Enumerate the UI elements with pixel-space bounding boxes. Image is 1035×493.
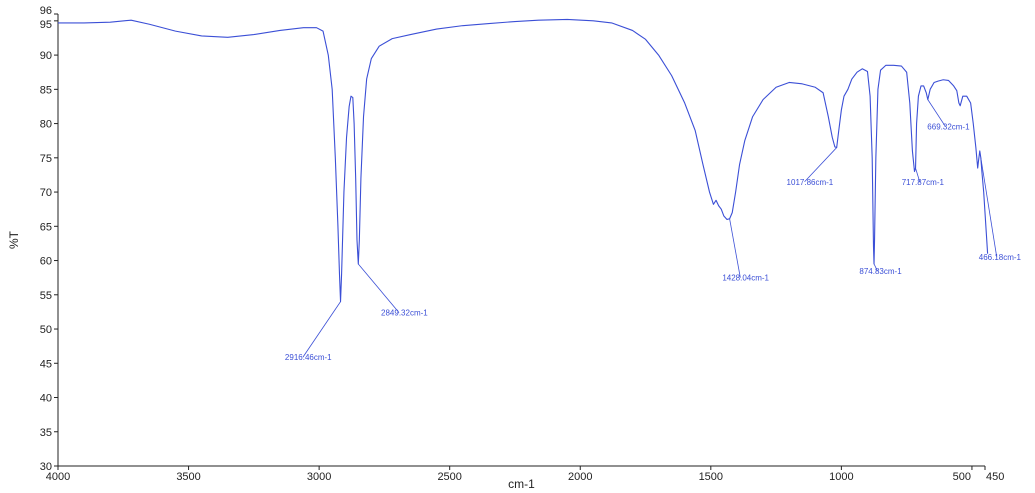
spectrum-line [58, 18, 989, 303]
x-axis-ticks: 4000 3500 3000 2500 2000 1500 1000 500 450 [46, 466, 1004, 483]
y-tick-label: 35 [40, 427, 52, 439]
x-tick-label: 2000 [568, 471, 592, 483]
x-tick-label: 1500 [699, 471, 723, 483]
y-tick-label: 30 [40, 461, 52, 473]
y-axis-ticks: 30 35 40 45 50 55 60 65 70 75 80 85 90 95 96 [40, 5, 58, 473]
peak-leader-line [729, 218, 741, 278]
y-tick-label: 80 [40, 119, 52, 131]
y-tick-label: 75 [40, 153, 52, 165]
peak-leader-line [980, 157, 998, 258]
x-tick-label: 450 [986, 471, 1004, 483]
peak-label: 1428.04cm-1 [722, 274, 769, 283]
x-tick-label: 4000 [46, 471, 70, 483]
peak-leader-line [302, 301, 341, 358]
x-tick-label: 500 [953, 471, 971, 483]
peak-label: 874.83cm-1 [859, 267, 902, 276]
y-tick-label: 90 [40, 50, 52, 62]
y-tick-label: 70 [40, 187, 52, 199]
peak-leader-line [804, 147, 837, 183]
y-tick-label: 95 [40, 19, 52, 31]
x-tick-label: 2500 [437, 471, 461, 483]
x-tick-label: 3500 [176, 471, 200, 483]
peak-leader-line [357, 263, 400, 313]
peak-label: 2916.46cm-1 [285, 353, 332, 362]
y-tick-label: 60 [40, 256, 52, 268]
peak-label: 2849.32cm-1 [381, 309, 428, 318]
peak-annotations: 2916.46cm-1 2849.32cm-1 1428.04cm-1 1017.86… [285, 99, 1022, 362]
y-tick-label: 55 [40, 290, 52, 302]
y-tick-label: 45 [40, 358, 52, 370]
peak-label: 669.32cm-1 [927, 122, 970, 131]
peak-label: 466.18cm-1 [979, 253, 1022, 262]
y-tick-label: 96 [40, 5, 52, 17]
y-axis-label: %T [7, 230, 21, 249]
y-tick-label: 65 [40, 221, 52, 233]
x-axis-label: cm-1 [508, 477, 535, 491]
x-tick-label: 3000 [307, 471, 331, 483]
y-tick-label: 50 [40, 324, 52, 336]
peak-leader-line [873, 263, 878, 271]
y-tick-label: 85 [40, 84, 52, 96]
peak-leader-line [915, 167, 921, 182]
axes [57, 14, 985, 467]
peak-label: 1017.86cm-1 [787, 178, 834, 187]
y-tick-label: 40 [40, 393, 52, 405]
peak-leader-line [927, 99, 946, 127]
x-tick-label: 1000 [829, 471, 853, 483]
peak-label: 717.87cm-1 [902, 178, 945, 187]
